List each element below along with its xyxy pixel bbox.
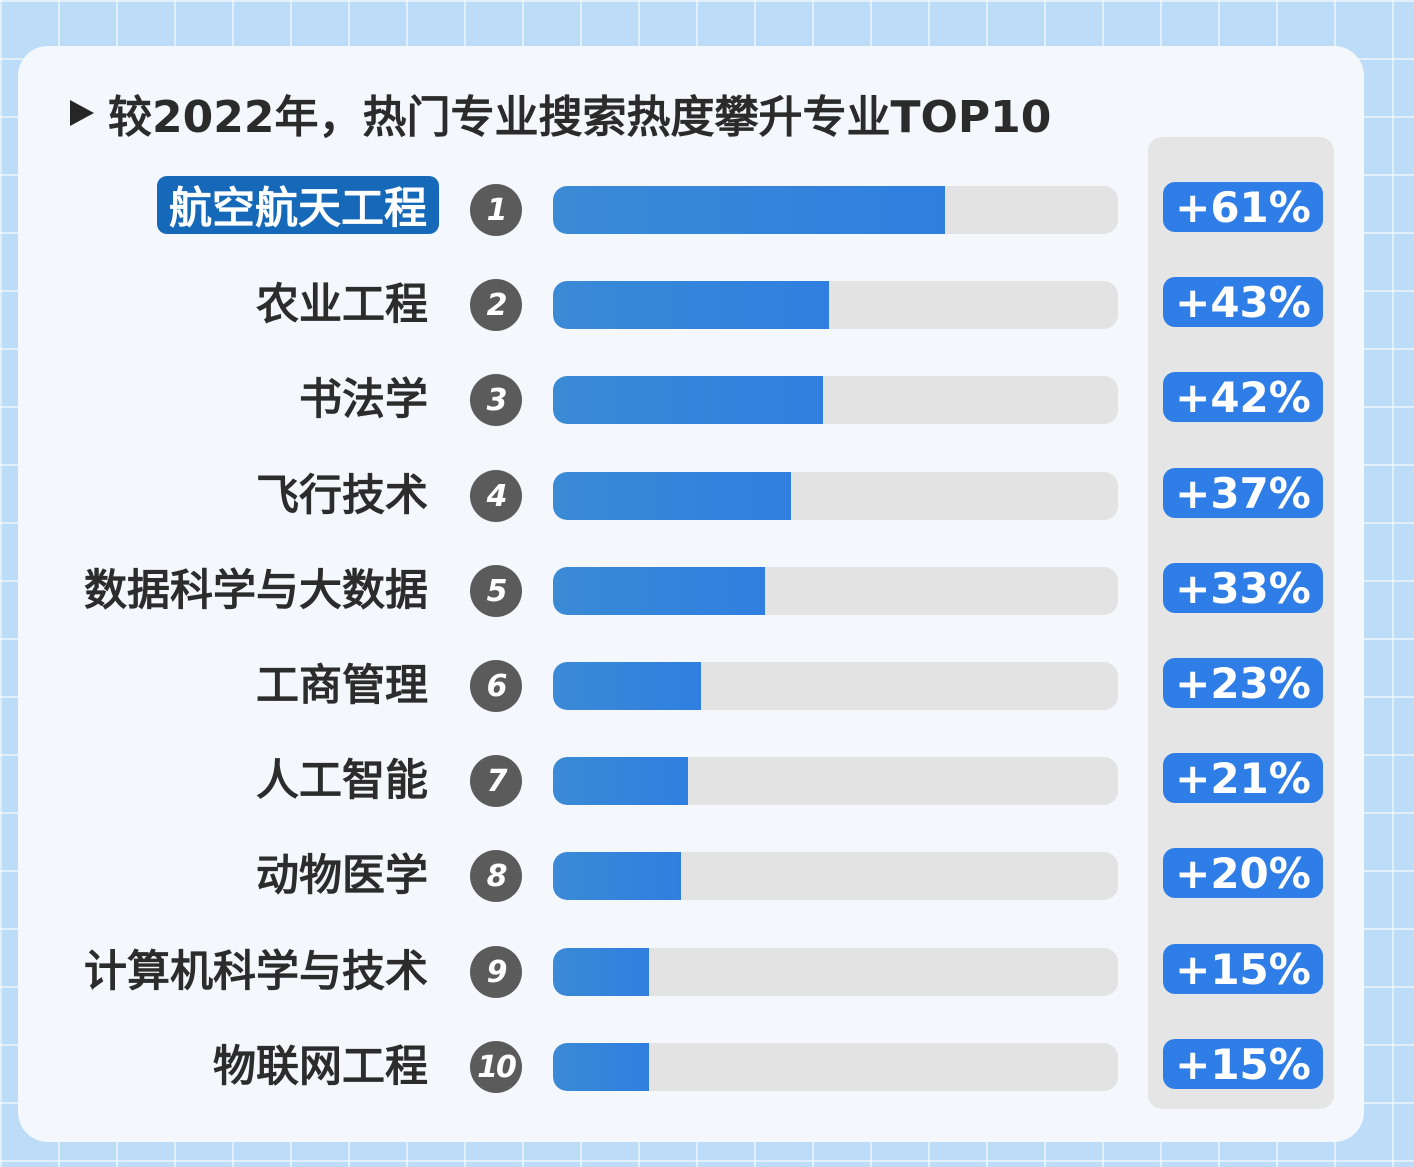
value-label: +37% [1163,468,1323,518]
bar [553,472,791,520]
value-label: +61% [1163,182,1323,232]
bar-track [553,662,1118,710]
bar-row: 动物医学 8 +20% [0,842,1414,902]
rank-badge: 2 [470,279,522,331]
value-label: +33% [1163,563,1323,613]
rank-badge: 3 [470,374,522,426]
bar-row: 飞行技术 4 +37% [0,462,1414,522]
bar-track [553,567,1118,615]
bar-track [553,757,1118,805]
bar-row: 人工智能 7 +21% [0,747,1414,807]
bar-row: 农业工程 2 +43% [0,271,1414,331]
chart-title-row: 较2022年，热门专业搜索热度攀升专业TOP10 [70,84,1052,143]
rank-badge: 6 [470,660,522,712]
bar-track [553,1043,1118,1091]
bar [553,948,649,996]
value-label: +20% [1163,848,1323,898]
bar [553,281,829,329]
value-label: +15% [1163,1039,1323,1089]
category-label: 飞行技术 [256,471,428,521]
triangle-bullet-icon [70,100,94,126]
chart-title: 较2022年，热门专业搜索热度攀升专业TOP10 [108,92,1052,143]
value-label: +42% [1163,372,1323,422]
bar-row: 工商管理 6 +23% [0,652,1414,712]
category-label: 工商管理 [256,661,428,711]
rank-badge: 7 [470,755,522,807]
bar [553,376,823,424]
bar [553,852,681,900]
value-label: +43% [1163,277,1323,327]
bar [553,757,688,805]
bar [553,567,765,615]
rank-badge: 8 [470,850,522,902]
bar-track [553,852,1118,900]
bar-row: 书法学 3 +42% [0,366,1414,426]
category-label: 航空航天工程 [157,176,439,234]
bar-track [553,186,1118,234]
bar-track [553,281,1118,329]
category-label: 农业工程 [256,280,428,330]
bar [553,662,701,710]
value-label: +21% [1163,753,1323,803]
category-label: 物联网工程 [213,1042,428,1092]
bar [553,186,945,234]
value-label: +15% [1163,944,1323,994]
rank-badge: 10 [470,1041,522,1093]
bar-row: 数据科学与大数据 5 +33% [0,557,1414,617]
category-label: 人工智能 [256,756,428,806]
rank-badge: 4 [470,470,522,522]
bar-row: 物联网工程 10 +15% [0,1033,1414,1093]
category-label: 计算机科学与技术 [84,947,428,997]
bar [553,1043,649,1091]
bar-track [553,948,1118,996]
category-label: 数据科学与大数据 [84,566,428,616]
category-label: 书法学 [299,375,428,425]
rank-badge: 1 [470,184,522,236]
value-label: +23% [1163,658,1323,708]
rank-badge: 9 [470,946,522,998]
bar-row: 航空航天工程 1 +61% [0,176,1414,236]
bar-track [553,472,1118,520]
category-label: 动物医学 [256,851,428,901]
bar-track [553,376,1118,424]
rank-badge: 5 [470,565,522,617]
bar-row: 计算机科学与技术 9 +15% [0,938,1414,998]
